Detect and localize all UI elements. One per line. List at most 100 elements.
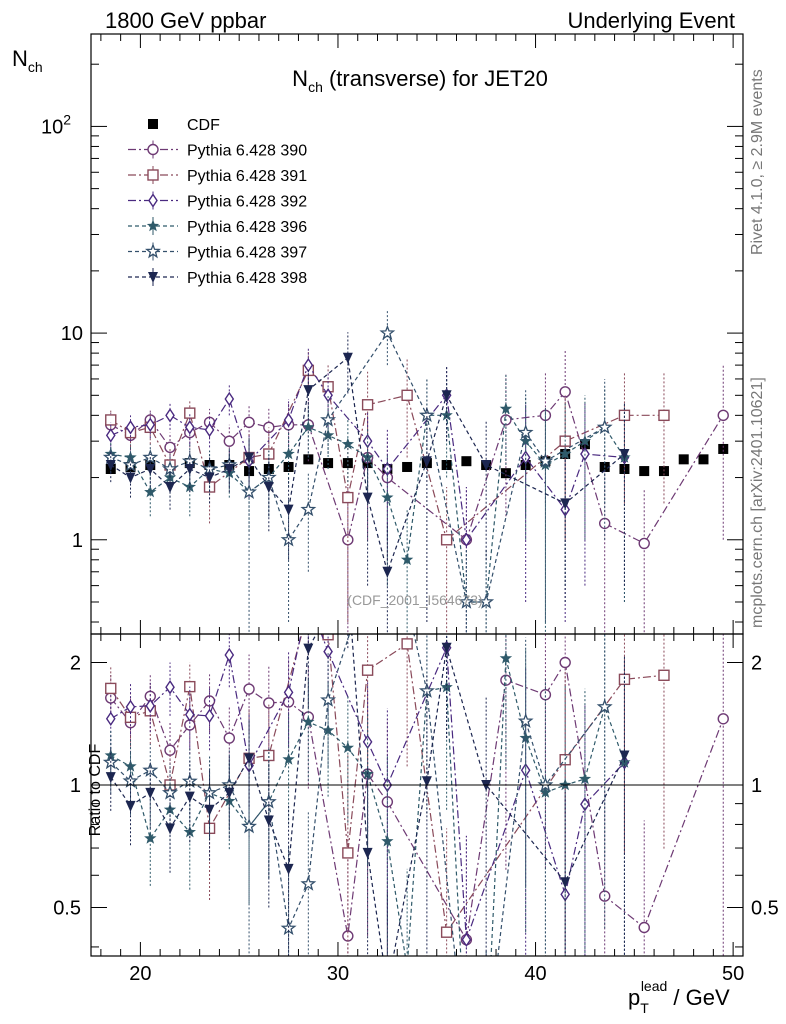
series-5-point [537, 452, 554, 468]
series-3-ratio-point [125, 699, 136, 715]
ratio-y-axis-label: Ratio to CDF [87, 744, 104, 837]
series-3-ratio-point [105, 711, 116, 727]
series-5-ratio-point [320, 691, 337, 707]
series-5-point [379, 324, 396, 340]
x-tick-label: 30 [327, 963, 349, 985]
ratio-tick-label-left: 2 [70, 653, 81, 675]
series-0-point [461, 456, 472, 467]
legend-marker [148, 272, 158, 283]
series-4-point [321, 428, 335, 441]
series-5-point [300, 501, 317, 517]
series-1-point [717, 409, 729, 422]
series-3-ratio-point [461, 932, 472, 947]
series-2-point [105, 414, 117, 426]
analysis-watermark: (CDF_2001_I564673) [347, 592, 482, 608]
ratio-plot [102, 634, 729, 973]
series-6-point [184, 463, 195, 475]
series-6-point [481, 460, 492, 472]
series-4-ratio-point [183, 825, 196, 838]
series-0-point [500, 468, 511, 479]
series-5-point [142, 449, 159, 465]
series-1-point [243, 416, 255, 429]
series-6-point [105, 460, 116, 472]
series-0-point [402, 461, 413, 472]
series-5-point [241, 483, 257, 499]
series-6-point [421, 456, 432, 468]
series-2-ratio-point [618, 673, 631, 686]
series-5-ratio-point [517, 712, 534, 729]
series-3-point [165, 408, 175, 423]
y-axis-label: Nch [12, 46, 43, 75]
header-left: 1800 GeV ppbar [105, 8, 266, 33]
series-2-point [401, 389, 413, 402]
series-4-ratio-point [499, 651, 513, 664]
series-3-ratio-point [165, 679, 175, 695]
series-5-point [478, 593, 495, 609]
series-3-point [283, 412, 294, 428]
series-3-point [184, 420, 195, 435]
series-2-point [658, 409, 670, 422]
series-1-point [164, 441, 176, 454]
series-2-ratio-point [401, 638, 413, 650]
series-4-point [341, 437, 354, 450]
ratio-tick-label-right: 2 [751, 653, 762, 675]
ratio-tick-label-right: 1 [751, 775, 762, 797]
series-1-point [638, 537, 650, 550]
x-tick-label: 20 [129, 963, 151, 985]
series-1-ratio-line [110, 660, 724, 942]
series-2-point [361, 399, 374, 411]
series-5-point [458, 593, 475, 609]
series-6-point [303, 385, 314, 397]
series-6-ratio-point [125, 800, 136, 812]
series-0-point [342, 458, 353, 469]
series-1-ratio-point [717, 713, 729, 725]
series-4-ratio-point [401, 961, 413, 973]
series-6-point [382, 566, 393, 578]
legend-marker [147, 169, 159, 181]
x-tick-label: 50 [722, 963, 744, 985]
series-4-ratio-point [341, 741, 354, 754]
series-6-point [145, 463, 156, 475]
series-1-ratio-point [243, 683, 255, 695]
series-4-point [400, 553, 414, 566]
legend-label: Pythia 6.428 392 [187, 194, 307, 211]
legend-marker [145, 243, 161, 259]
series-4-point [578, 434, 592, 447]
legend-label: Pythia 6.428 390 [187, 143, 307, 160]
series-5-point [320, 411, 337, 427]
series-6-ratio-point [204, 804, 215, 816]
series-3-point [461, 532, 472, 548]
legend-label: CDF [187, 117, 220, 134]
series-6-ratio-point [145, 787, 156, 799]
series-2-ratio-point [361, 664, 374, 676]
series-2-ratio-point [342, 847, 354, 859]
series-4-point [282, 447, 295, 460]
series-3-ratio-point [145, 698, 156, 714]
series-6-ratio-point [263, 815, 274, 827]
y-tick-label: 102 [41, 111, 71, 138]
series-5-point [260, 469, 277, 485]
series-3-point [105, 428, 116, 443]
series-6-point [244, 452, 255, 464]
series-3-point [204, 422, 215, 438]
series-4-ratio-point [381, 834, 394, 847]
series-2-ratio-point [105, 682, 117, 695]
series-6-point [362, 492, 373, 504]
series-0-point [718, 443, 729, 454]
series-3-ratio-point [224, 647, 235, 663]
series-3-ratio-point [283, 685, 294, 700]
series-6-ratio-point [560, 877, 571, 889]
series-6-ratio-point [283, 863, 294, 875]
series-6-ratio-point [362, 847, 373, 859]
ratio-tick-label-left: 0.5 [53, 897, 81, 919]
series-3-ratio-point [184, 707, 195, 722]
series-4-point [499, 402, 513, 415]
y-tick-label: 1 [72, 530, 83, 552]
legend-marker [148, 119, 158, 129]
series-4-point [559, 447, 572, 460]
legend-label: Pythia 6.428 396 [187, 219, 307, 236]
series-4-ratio-point [163, 803, 177, 815]
series-1-ratio-point [263, 697, 275, 709]
series-5-ratio-point [596, 698, 613, 714]
series-4-ratio-point [578, 772, 592, 785]
